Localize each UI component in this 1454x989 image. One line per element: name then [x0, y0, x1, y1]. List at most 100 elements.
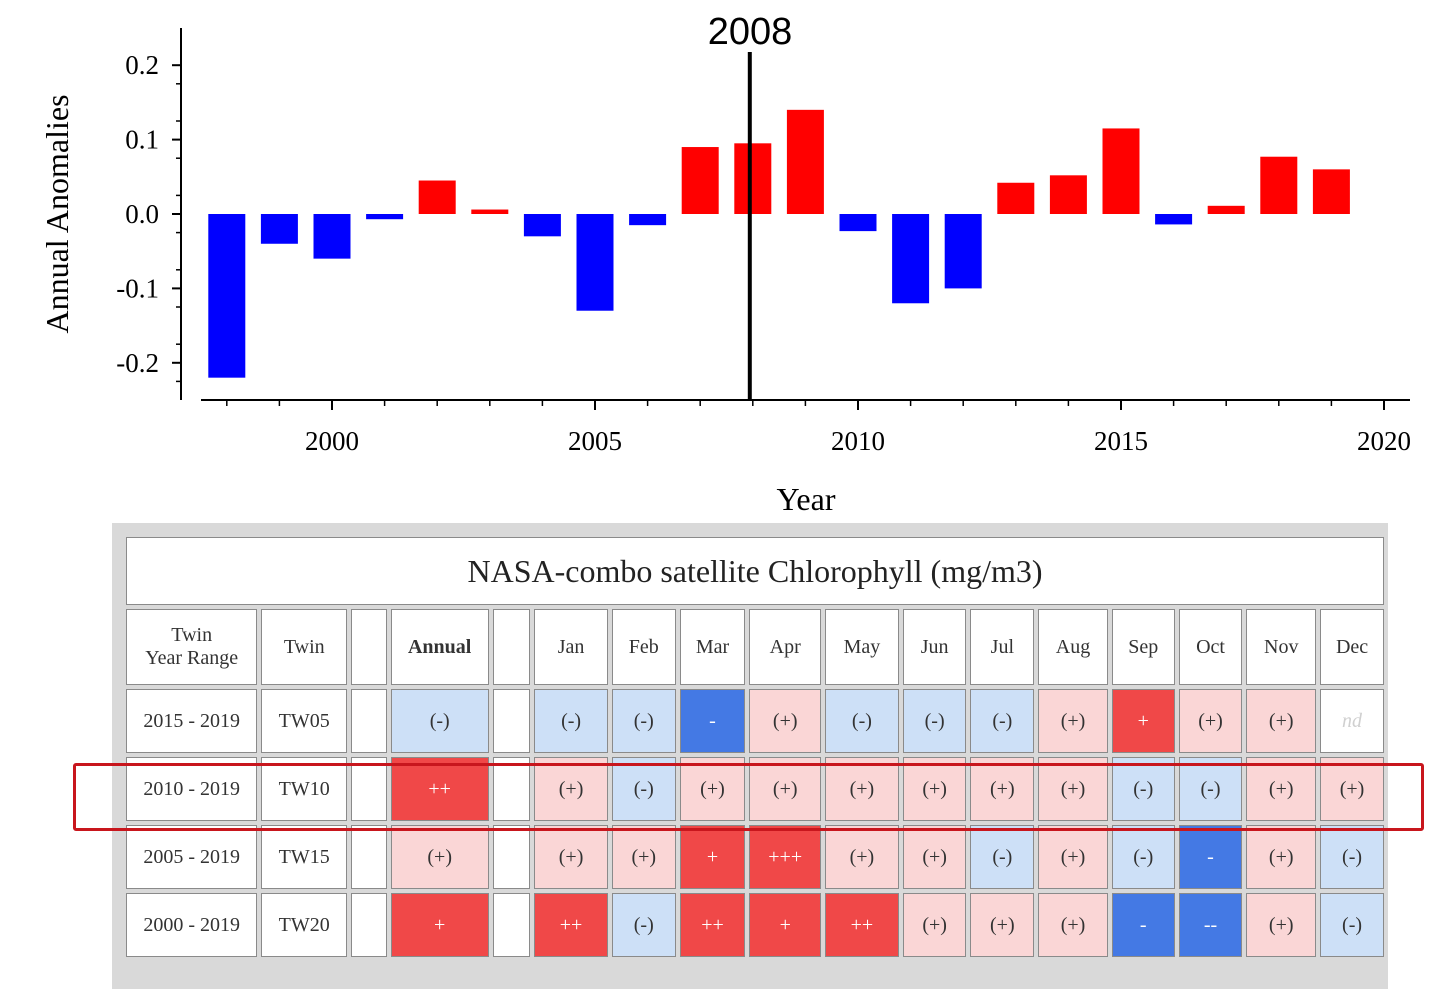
cell-month-may: (+) [825, 825, 899, 889]
chlorophyll-table: NASA-combo satellite Chlorophyll (mg/m3)… [122, 533, 1388, 961]
header-annual: Annual [390, 609, 489, 685]
header-range-line1: Twin [171, 624, 213, 646]
bar-2002 [418, 180, 456, 214]
cell-month-aug: (+) [1038, 893, 1108, 957]
cell-twin: TW10 [261, 757, 348, 821]
x-tick-label: 2010 [831, 426, 885, 456]
cell-month-dec: (-) [1320, 825, 1384, 889]
cell-year-range: 2005 - 2019 [126, 825, 258, 889]
header-month-sep: Sep [1111, 609, 1175, 685]
header-blank [351, 609, 387, 685]
cell-month-nov: (+) [1246, 757, 1317, 821]
chart-svg: 0.2 0.1 0.0 -0.1 -0.2 2000 2005 2010 2015 2020 Yea… [39, 11, 1411, 517]
cell-month-sep: - [1111, 893, 1175, 957]
cell-month-apr: (+) [749, 757, 822, 821]
cell-year-range: 2000 - 2019 [126, 893, 258, 957]
cell-month-jun: (+) [902, 757, 967, 821]
bar-2005 [576, 214, 614, 311]
cell-month-sep: (-) [1111, 825, 1175, 889]
cell-month-jul: (+) [970, 757, 1035, 821]
bar-2010 [839, 214, 877, 232]
cell-month-mar: - [679, 689, 746, 753]
cell-month-oct: (-) [1178, 757, 1243, 821]
header-month-jun: Jun [902, 609, 967, 685]
tw10-highlight-box [73, 763, 1424, 831]
bar-2007 [681, 147, 719, 214]
bar-2012 [944, 214, 982, 289]
cell-month-dec: (-) [1320, 893, 1384, 957]
cell-month-nov: (+) [1246, 689, 1317, 753]
cell-blank [351, 893, 387, 957]
x-tick-label: 2005 [568, 426, 622, 456]
cell-month-aug: (+) [1038, 689, 1108, 753]
x-tick-label: 2000 [305, 426, 359, 456]
cell-month-aug: (+) [1038, 825, 1108, 889]
year-2008-marker-label: 2008 [708, 11, 793, 53]
cell-month-jan: ++ [534, 893, 608, 957]
cell-month-apr: (+) [749, 689, 822, 753]
header-month-mar: Mar [679, 609, 746, 685]
cell-month-jul: (+) [970, 893, 1035, 957]
cell-blank [351, 825, 387, 889]
table-row-tw20: 2000 - 2019 TW20 + ++ (-) ++ + ++ (+) (+) (+) - -- (+… [126, 893, 1384, 957]
table-row-tw15: 2005 - 2019 TW15 (+) (+) (+) + +++ (+) (+) (-) (+)… [126, 825, 1384, 889]
cell-blank [492, 825, 531, 889]
cell-annual: (+) [390, 825, 489, 889]
header-month-apr: Apr [749, 609, 822, 685]
cell-annual: + [390, 893, 489, 957]
cell-month-may: (+) [825, 757, 899, 821]
cell-blank [492, 893, 531, 957]
x-tick-label: 2020 [1357, 426, 1411, 456]
cell-month-feb: (-) [611, 757, 676, 821]
y-axis-title: Annual Anomalies [39, 94, 75, 333]
cell-month-nov: (+) [1246, 893, 1317, 957]
cell-month-apr: +++ [749, 825, 822, 889]
chlorophyll-table-panel: NASA-combo satellite Chlorophyll (mg/m3)… [112, 523, 1388, 989]
bar-2016 [1155, 214, 1193, 225]
x-axis-title: Year [777, 481, 836, 517]
bar-2000 [313, 214, 351, 259]
cell-twin: TW05 [261, 689, 348, 753]
cell-month-may: ++ [825, 893, 899, 957]
bar-2014 [1049, 175, 1087, 214]
bar-1999 [260, 214, 298, 244]
bar-2004 [523, 214, 561, 237]
cell-month-mar: ++ [679, 893, 746, 957]
cell-month-oct: - [1178, 825, 1243, 889]
header-month-dec: Dec [1320, 609, 1384, 685]
cell-month-jul: (-) [970, 689, 1035, 753]
header-twin: Twin [261, 609, 348, 685]
annual-anomalies-chart: 0.2 0.1 0.0 -0.1 -0.2 2000 2005 2010 2015 2020 Yea… [39, 11, 1411, 517]
bar-2011 [892, 214, 930, 304]
y-tick-label: 0.1 [125, 125, 159, 155]
cell-month-jan: (-) [534, 689, 608, 753]
cell-annual: (-) [390, 689, 489, 753]
cell-month-jun: (+) [902, 825, 967, 889]
cell-blank [351, 689, 387, 753]
table-title-row: NASA-combo satellite Chlorophyll (mg/m3) [126, 537, 1384, 605]
bar-2018 [1260, 156, 1298, 214]
cell-month-sep: (-) [1111, 757, 1175, 821]
bar-2008 [734, 143, 772, 214]
table-title: NASA-combo satellite Chlorophyll (mg/m3) [126, 537, 1384, 605]
cell-blank [351, 757, 387, 821]
header-month-aug: Aug [1038, 609, 1108, 685]
cell-annual: ++ [390, 757, 489, 821]
cell-blank [492, 689, 531, 753]
header-year-range: Twin Year Range [126, 609, 258, 685]
cell-twin: TW15 [261, 825, 348, 889]
header-month-jul: Jul [970, 609, 1035, 685]
cell-month-jul: (-) [970, 825, 1035, 889]
y-tick-label: 0.0 [125, 199, 159, 229]
cell-month-apr: + [749, 893, 822, 957]
cell-month-jan: (+) [534, 757, 608, 821]
bar-1998 [208, 214, 246, 378]
cell-month-sep: + [1111, 689, 1175, 753]
cell-month-dec: (+) [1320, 757, 1384, 821]
header-month-nov: Nov [1246, 609, 1317, 685]
table-row-tw10: 2010 - 2019 TW10 ++ (+) (-) (+) (+) (+) (+) (+) (+… [126, 757, 1384, 821]
header-blank [492, 609, 531, 685]
y-tick-label: -0.2 [116, 348, 159, 378]
cell-month-feb: (-) [611, 893, 676, 957]
bar-2019 [1312, 169, 1350, 214]
